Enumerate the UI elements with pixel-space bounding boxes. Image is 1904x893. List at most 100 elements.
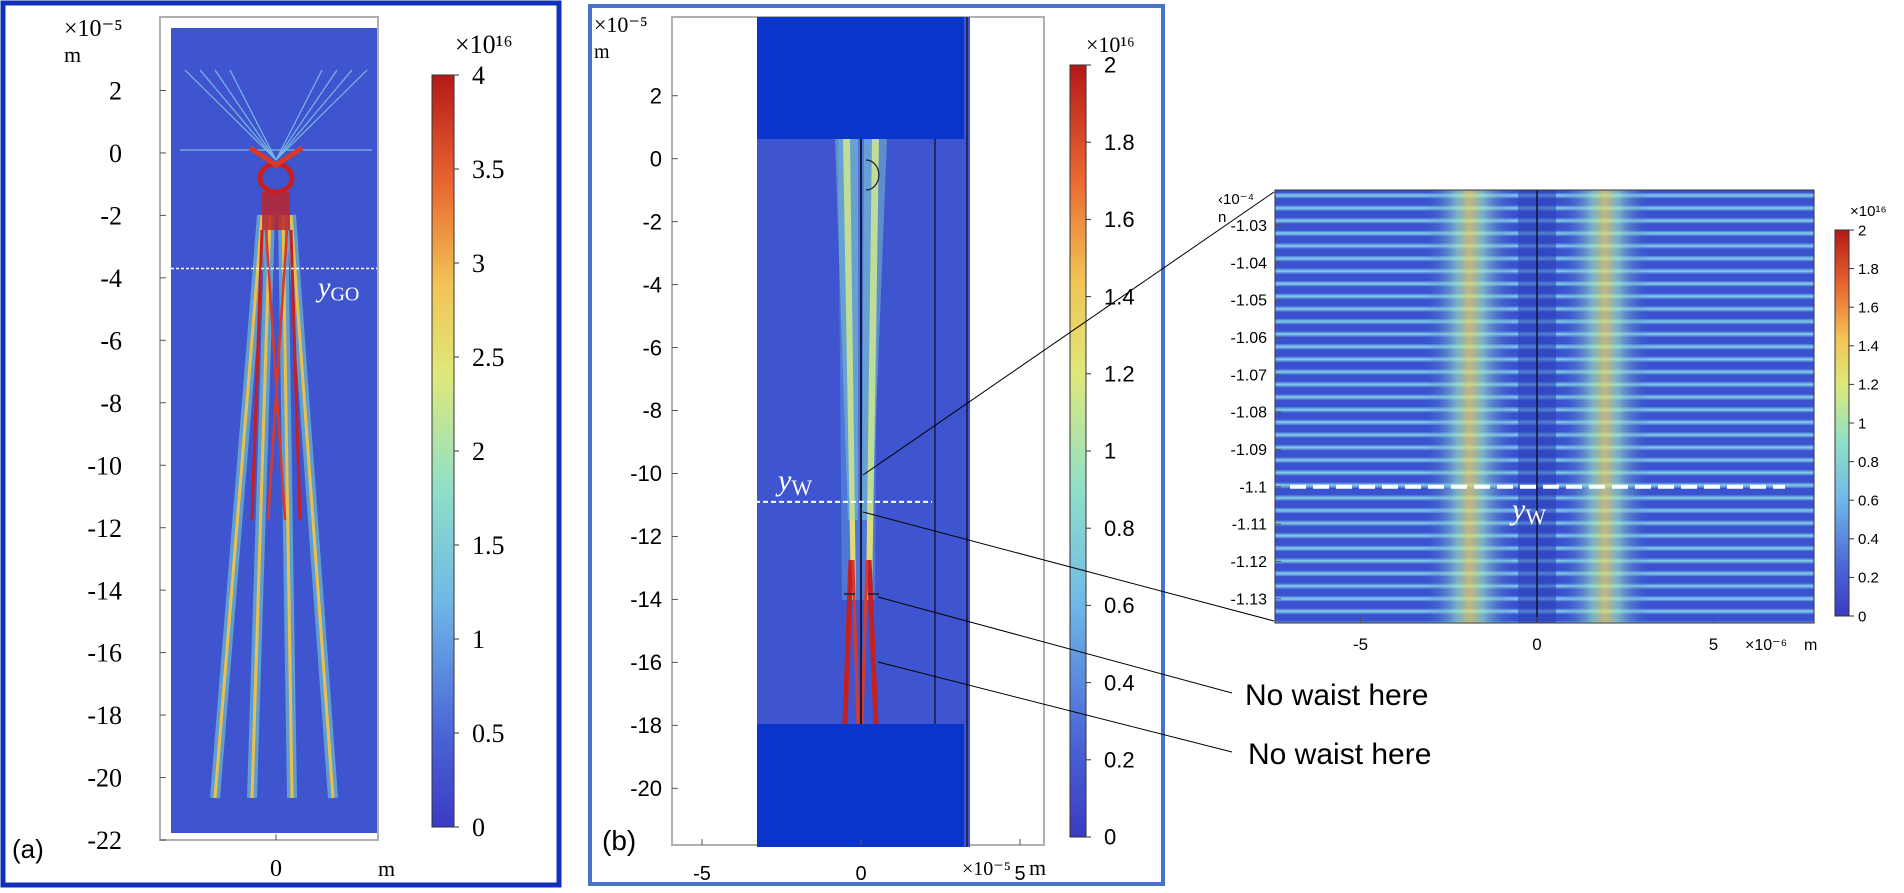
panel-b-x-ticks: -5 0 5 [693, 839, 1026, 885]
y-tick-label: -6 [100, 326, 122, 355]
colorbar-tick-label: 1 [1104, 439, 1116, 464]
y-tick-label: -16 [87, 639, 122, 668]
zoom-connector-top [862, 191, 1275, 476]
y-tick-label: -2 [100, 201, 122, 230]
colorbar-tick-label: 0.8 [1104, 516, 1135, 541]
panel-c-colorbar-ticks: 2 1.8 1.6 1.4 1.2 1 0.8 0.6 0.4 0.2 0 [1849, 222, 1879, 625]
panel-b-beam-right [866, 139, 879, 600]
y-tick-label: -14 [630, 587, 662, 612]
y-tick-label: 0 [109, 139, 122, 168]
panel-a-marker-label-sub: GO [330, 283, 359, 305]
panel-a-colorbar-ticks: 4 3.5 3 2.5 2 1.5 1 0.5 0 [454, 61, 505, 842]
colorbar-tick-label: 0.2 [1104, 748, 1135, 773]
panel-c-colorbar [1834, 229, 1850, 617]
y-tick-label: -8 [100, 389, 122, 418]
panel-c-marker-label-sub: W [1525, 504, 1546, 529]
panel-a-heatmap [171, 28, 377, 833]
panel-c-x-multiplier: ×10⁻⁶ [1745, 637, 1787, 654]
panel-c-y-multiplier: ‹10⁻⁴ [1218, 191, 1254, 208]
panel-a-beam [289, 214, 335, 799]
panel-a-ray [275, 69, 353, 161]
panel-a-beam-core [250, 229, 264, 521]
panel-c-stripe-right [1560, 190, 1650, 623]
panel-b-colorbar-ticks: 21.81.61.41.210.80.60.40.20 [1086, 53, 1135, 850]
panel-c-y-ticks: -1.03 -1.04 -1.05 -1.06 -1.07 -1.08 -1.09 -1.1 -… [1231, 218, 1281, 608]
x-tick-label: 5 [1014, 863, 1025, 885]
y-tick-label: 0 [650, 146, 662, 171]
panel-b-x-multiplier: ×10⁻⁵ [962, 858, 1011, 880]
colorbar-tick-label: 0.4 [1104, 670, 1135, 695]
y-tick-label: -4 [642, 272, 662, 297]
y-tick-label: -1.03 [1231, 218, 1268, 235]
panel-c-stripe-left [1425, 190, 1515, 623]
y-tick-label: 2 [650, 83, 662, 108]
panel-c-axes-box [1274, 189, 1815, 624]
y-tick-label: -20 [630, 776, 662, 801]
y-tick-label: -1.05 [1231, 293, 1268, 310]
panel-b-marker-label-main: y [775, 464, 792, 497]
panel-c-marker-label-main: y [1509, 493, 1526, 526]
panel-b-red-beam [866, 559, 879, 725]
colorbar-tick-label: 1.2 [1104, 362, 1135, 387]
y-tick-label: -10 [87, 451, 122, 480]
colorbar-tick-label: 0.6 [1104, 593, 1135, 618]
panel-a-y-multiplier: ×10⁻⁵ [64, 16, 123, 42]
panel-a-colorbar [431, 74, 455, 828]
panel-a-beam-core [289, 229, 302, 521]
colorbar-tick-label: 1.8 [1104, 130, 1135, 155]
panel-a-marker-label-main: y [315, 272, 331, 303]
y-tick-label: -12 [87, 514, 122, 543]
panel-a-neck [262, 192, 290, 230]
colorbar-tick-label: 1 [472, 625, 485, 654]
panel-a-ray [275, 69, 338, 161]
panel-c-heatmap [1275, 190, 1814, 623]
panel-a-ray-fan [180, 69, 372, 161]
panel-a-x-unit: m [378, 856, 395, 881]
zoom-connectors [862, 191, 1275, 753]
colorbar-tick-label: 1.8 [1858, 261, 1879, 278]
y-tick-label: -1.11 [1232, 517, 1267, 534]
panel-a-beam [213, 214, 264, 799]
x-tick-label: 0 [270, 856, 282, 882]
x-tick-label: 0 [855, 863, 866, 885]
panel-b-beam-glow [835, 139, 858, 520]
y-tick-label: -1.06 [1231, 330, 1268, 347]
no-waist-annotation-2: No waist here [1248, 738, 1431, 771]
panel-c-marker-label: yW [1509, 493, 1546, 529]
colorbar-tick-label: 2 [472, 437, 485, 466]
y-tick-label: 2 [109, 77, 122, 106]
panel-a-label: (a) [12, 834, 44, 864]
panel-a-marker-label: yGO [315, 272, 359, 305]
y-tick-label: -18 [630, 713, 662, 738]
y-tick-label: -12 [630, 524, 662, 549]
colorbar-tick-label: 0.6 [1858, 492, 1879, 509]
colorbar-tick-label: 2.5 [472, 343, 505, 372]
colorbar-tick-label: 0.2 [1858, 570, 1879, 587]
panel-a-beam [281, 214, 294, 799]
panel-b-heatmap [757, 17, 970, 847]
panel-a-x-ticks: 0 [270, 834, 282, 882]
panel-a-frame [0, 0, 562, 888]
panel-a-ray [229, 69, 277, 161]
panel-b-colorbar-multiplier: ×10¹⁶ [1086, 32, 1135, 57]
no-waist-annotation-1: No waist here [1245, 679, 1428, 712]
colorbar-tick-label: 1.6 [1104, 207, 1135, 232]
panel-b-marker-label-sub: W [791, 475, 812, 500]
panel-c-y-unit: n [1218, 209, 1226, 226]
y-tick-label: -1.08 [1231, 405, 1268, 422]
panel-b-x-unit: m [1029, 855, 1046, 880]
panel-b-y-unit: m [594, 41, 610, 63]
colorbar-tick-label: 4 [472, 61, 485, 90]
panel-c: yW -1.03-1.04-1.05-1.06-1.07-1.08-1.09-1… [1218, 189, 1887, 654]
panel-b: yW 2 0 -2 -4 -6 -8 -10 -12 -14 -16 -18 -20 -5 0 5 ×10… [594, 12, 1135, 885]
colorbar-tick-label: 1.5 [472, 531, 505, 560]
colorbar-tick-label: 3.5 [472, 155, 505, 184]
y-tick-label: -14 [87, 576, 122, 605]
panel-b-y-multiplier: ×10⁻⁵ [594, 12, 648, 37]
panel-a-beam [250, 214, 272, 799]
panel-b-y-ticks: 2 0 -2 -4 -6 -8 -10 -12 -14 -16 -18 -20 [630, 83, 678, 801]
panel-a-axes-box [159, 16, 379, 841]
y-tick-label: -1.1 [1239, 479, 1267, 496]
panel-b-bottom-block [757, 724, 964, 847]
panel-b-red-beam [860, 559, 869, 725]
